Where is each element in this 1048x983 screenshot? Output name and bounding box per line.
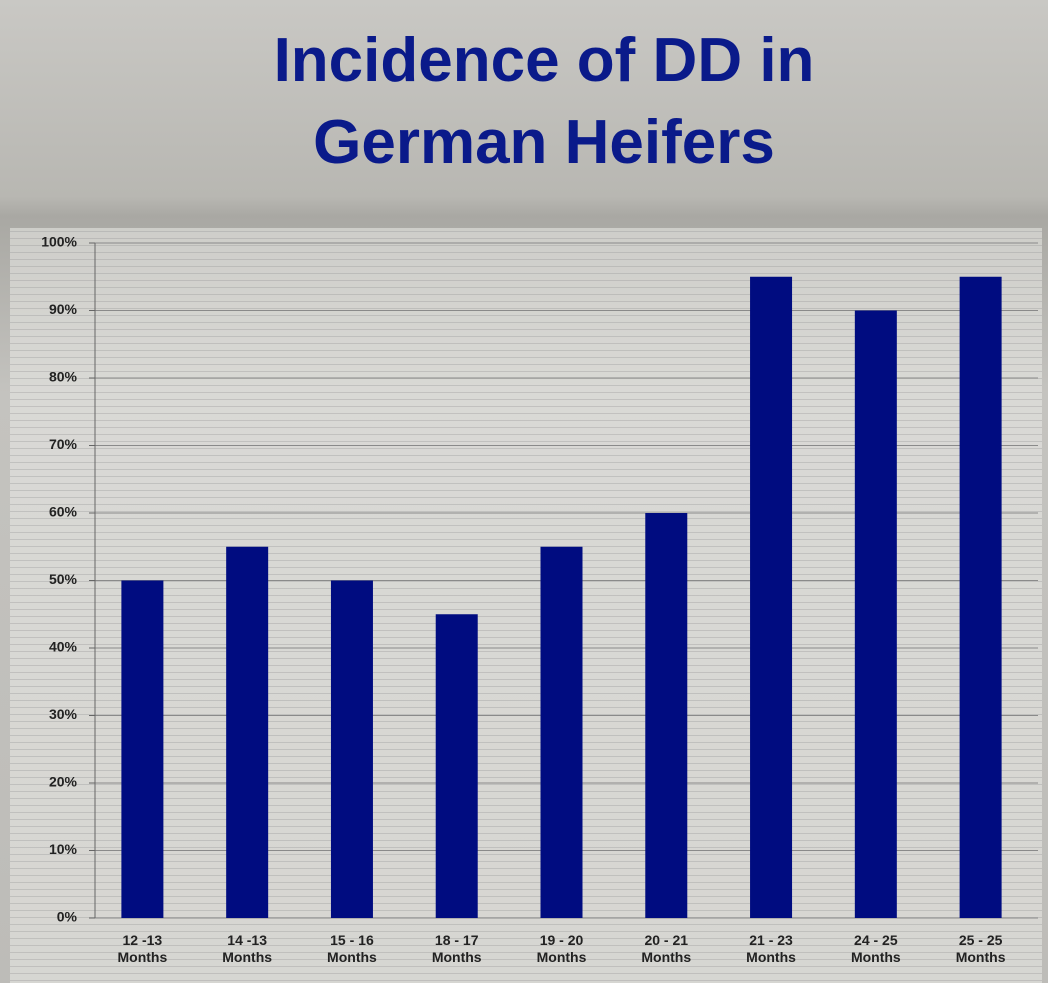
bar [121, 580, 164, 918]
x-tick-label: 12 -13 Months [117, 932, 168, 965]
x-tick-label: 14 -13 Months [222, 932, 273, 965]
y-tick-label: 60% [49, 504, 78, 520]
y-tick-label: 0% [57, 909, 78, 925]
y-tick-label: 90% [49, 301, 78, 317]
y-tick-label: 20% [49, 774, 78, 790]
y-tick-label: 80% [49, 369, 78, 385]
x-tick-label: 24 - 25 Months [850, 932, 901, 965]
x-tick-label: 21 - 23 Months [746, 932, 796, 965]
x-tick-label: 20 - 21 Months [641, 932, 692, 965]
y-tick-label: 10% [49, 841, 78, 857]
bar [435, 614, 478, 918]
bar [330, 580, 373, 918]
x-tick-label: 15 - 16 Months [327, 932, 377, 965]
bar [959, 276, 1002, 918]
chart-title: Incidence of DD in German Heifers [273, 26, 815, 177]
y-tick-label: 40% [49, 639, 78, 655]
bar [226, 546, 269, 918]
y-tick-label: 50% [49, 571, 78, 587]
y-tick-label: 100% [41, 234, 77, 250]
bar [645, 513, 688, 918]
x-tick-label: 19 - 20 Months [536, 932, 587, 965]
bar [540, 546, 583, 918]
y-tick-label: 70% [49, 436, 78, 452]
bar [750, 276, 793, 918]
x-tick-label: 25 - 25 Months [955, 932, 1006, 965]
y-tick-label: 30% [49, 706, 78, 722]
x-tick-label: 18 - 17 Months [431, 932, 482, 965]
bar [854, 310, 897, 918]
